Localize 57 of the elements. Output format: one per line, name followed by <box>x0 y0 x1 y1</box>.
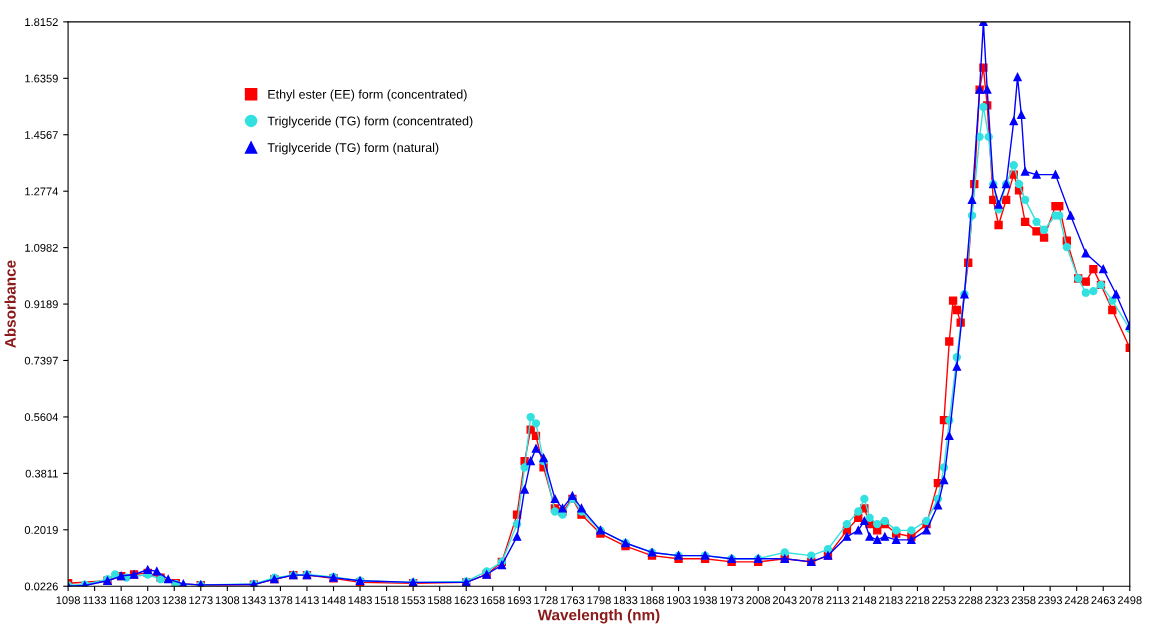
x-tick-label: 2463 <box>1091 596 1116 605</box>
x-tick-label: 2148 <box>852 596 877 605</box>
x-tick-label: 1238 <box>162 596 187 605</box>
x-tick-label: 2428 <box>1064 596 1089 605</box>
y-tick-label: 0.7397 <box>24 356 58 365</box>
y-tick-label: 0.5604 <box>24 413 59 422</box>
x-tick-label: 1343 <box>242 596 266 605</box>
x-tick-label: 1728 <box>534 596 558 605</box>
x-tick-label: 2078 <box>799 596 824 605</box>
x-tick-label: 1588 <box>428 596 452 605</box>
y-tick-label: 1.4567 <box>25 131 58 139</box>
x-tick-label: 2183 <box>879 596 903 605</box>
y-tick-label: 1.0982 <box>25 243 58 252</box>
x-tick-label: 1868 <box>640 596 664 605</box>
x-tick-label: 1798 <box>587 596 611 605</box>
x-tick-label: 1623 <box>454 596 479 605</box>
x-tick-label: 2498 <box>1117 596 1142 605</box>
x-tick-label: 1483 <box>348 596 372 605</box>
x-tick-label: 2008 <box>746 596 771 605</box>
x-tick-label: 1308 <box>215 596 240 605</box>
x-tick-label: 1658 <box>481 596 505 605</box>
legend-label: Triglyceride (TG) form (concentrated) <box>267 116 473 128</box>
y-tick-label: 1.6359 <box>25 74 58 83</box>
x-tick-label: 2393 <box>1038 596 1063 605</box>
x-tick-label: 2218 <box>905 596 930 605</box>
x-tick-label: 1413 <box>295 596 319 605</box>
x-tick-label: 1938 <box>693 596 717 605</box>
x-tick-label: 1098 <box>56 596 80 605</box>
x-tick-label: 1833 <box>613 596 638 605</box>
y-tick-label: 0.9189 <box>24 300 58 309</box>
y-tick-label: 1.2774 <box>25 187 59 196</box>
y-tick-label: 0.2019 <box>24 526 58 534</box>
x-tick-label: 2043 <box>772 596 797 605</box>
y-tick-label: 1.8152 <box>25 18 58 27</box>
x-tick-label: 1518 <box>375 596 399 605</box>
x-axis-title: Wavelength (nm) <box>537 609 660 624</box>
x-tick-label: 1168 <box>110 596 133 605</box>
x-tick-label: 2323 <box>985 596 1009 605</box>
x-tick-label: 1763 <box>560 596 585 605</box>
x-tick-label: 2358 <box>1011 596 1036 605</box>
x-tick-label: 1203 <box>136 596 160 605</box>
x-tick-label: 1133 <box>83 596 107 605</box>
x-tick-label: 2113 <box>826 596 850 605</box>
y-tick-label: 0.0226 <box>24 582 58 591</box>
y-axis-title: Absorbance <box>4 260 16 348</box>
legend-label: Ethyl ester (EE) form (concentrated) <box>268 89 467 102</box>
y-tick-label: 0.3811 <box>25 469 58 478</box>
legend-label: Triglyceride (TG) form (natural) <box>267 142 439 155</box>
x-tick-label: 1903 <box>667 596 691 605</box>
x-tick-label: 2253 <box>932 596 956 605</box>
x-tick-label: 1273 <box>189 596 213 605</box>
x-tick-label: 1378 <box>268 596 293 605</box>
x-tick-label: 1448 <box>322 596 346 605</box>
x-tick-label: 1553 <box>401 596 425 605</box>
x-tick-label: 1973 <box>720 596 744 605</box>
x-tick-label: 1693 <box>507 596 532 605</box>
x-tick-label: 2288 <box>958 596 983 605</box>
